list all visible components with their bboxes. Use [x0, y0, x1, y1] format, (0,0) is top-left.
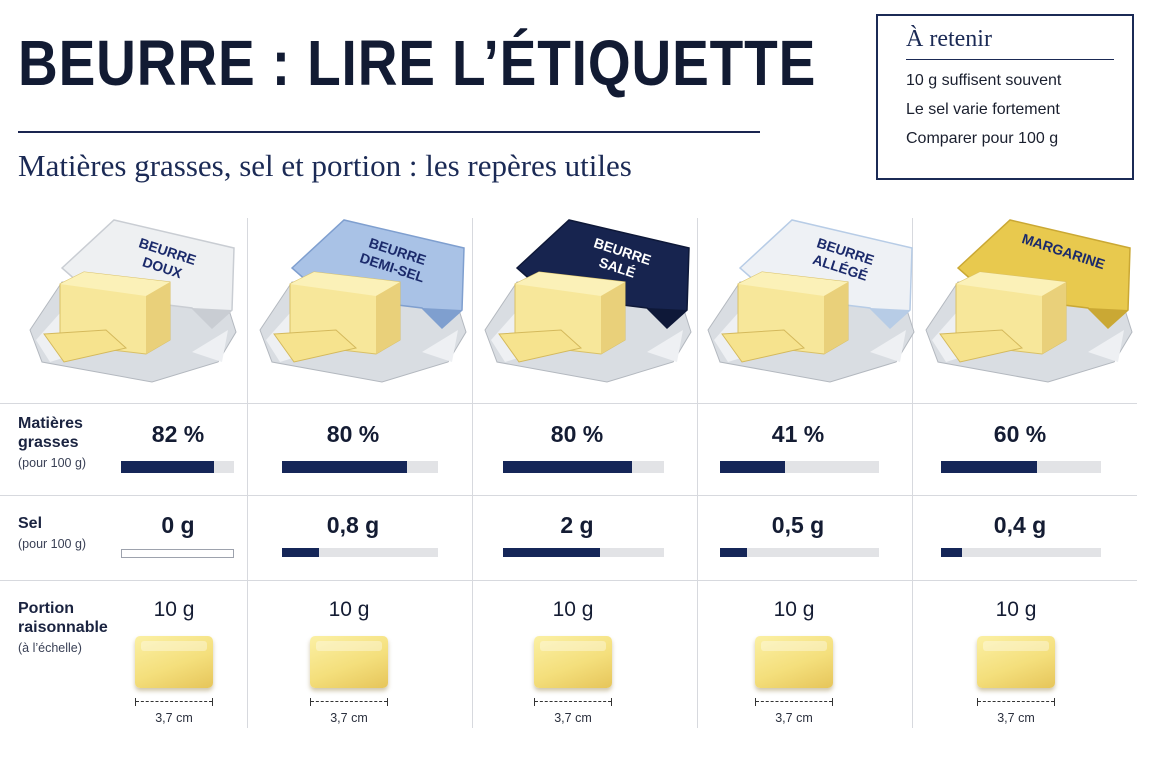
salt-bar — [503, 548, 664, 557]
fat-bar-fill — [720, 461, 785, 473]
portion-value: 10 g — [773, 598, 815, 621]
butter-portion-pat — [534, 636, 612, 688]
page-subtitle: Matières grasses, sel et portion : les r… — [18, 148, 632, 183]
salt-value: 0,8 g — [326, 512, 380, 538]
key-points-box: À retenir 10 g suffisent souvent Le sel … — [876, 14, 1134, 180]
salt-value: 0,5 g — [771, 512, 825, 538]
fat-bar — [121, 461, 234, 473]
column-divider — [697, 218, 698, 728]
foil-fold — [870, 330, 906, 362]
butter-block-top — [60, 272, 170, 296]
butter-package-beurre-demi-sel: BEURREDEMI-SEL — [259, 219, 467, 383]
portion-size-label: 3,7 cm — [554, 711, 592, 725]
key-point-item: Le sel varie fortement — [906, 101, 1060, 118]
portion-value: 10 g — [328, 598, 370, 621]
butter-block-side — [601, 282, 625, 354]
salt-value: 2 g — [560, 512, 594, 538]
row-divider — [0, 495, 1137, 496]
fat-bar — [720, 461, 879, 473]
wrapper-shadow — [870, 308, 910, 328]
butter-block-side — [824, 282, 848, 354]
foil-fold — [422, 330, 458, 362]
fat-value: 80 % — [326, 421, 380, 447]
butter-slice — [939, 329, 1024, 363]
butter-block-side — [376, 282, 400, 354]
row-label-portion: Portion raisonnable (à l’échelle) — [18, 600, 108, 655]
portion-size-label: 3,7 cm — [997, 711, 1035, 725]
butter-portion-pat — [977, 636, 1055, 688]
key-point-item: Comparer pour 100 g — [906, 130, 1059, 147]
butter-package-beurre-doux: BEURREDOUX — [29, 219, 237, 383]
wrapper-shadow — [647, 308, 687, 328]
fat-bar-fill — [282, 461, 407, 473]
butter-block-side — [1042, 282, 1066, 354]
foil-fold — [192, 330, 228, 362]
salt-bar-fill — [503, 548, 600, 557]
salt-value: 0,4 g — [993, 512, 1047, 538]
key-points-title: À retenir — [906, 26, 1114, 60]
salt-bar — [282, 548, 438, 557]
column-divider — [472, 218, 473, 728]
fat-value: 41 % — [771, 421, 825, 447]
fat-bar — [941, 461, 1101, 473]
page-title: BEURRE : LIRE L’ÉTIQUETTE — [18, 27, 817, 99]
foil-fold — [647, 330, 683, 362]
butter-block-top — [956, 272, 1066, 296]
key-points-list: 10 g suffisent souvent Le sel varie fort… — [906, 73, 1118, 147]
butter-block-top — [290, 272, 400, 296]
fat-value: 82 % — [151, 421, 205, 447]
butter-block-side — [146, 282, 170, 354]
butter-package-margarine: MARGARINE — [925, 219, 1133, 383]
salt-value: 0 g — [161, 512, 195, 538]
butter-portion-pat — [310, 636, 388, 688]
salt-bar — [941, 548, 1101, 557]
fat-bar-fill — [121, 461, 214, 473]
row-divider — [0, 403, 1137, 404]
fat-bar-fill — [941, 461, 1037, 473]
row-label-fat: Matières grasses (pour 100 g) — [18, 415, 87, 470]
dimension-line — [755, 698, 833, 706]
salt-bar-fill — [720, 548, 747, 557]
portion-size-label: 3,7 cm — [775, 711, 813, 725]
butter-package-beurre-sal: BEURRESALÉ — [484, 219, 692, 383]
dimension-line — [977, 698, 1055, 706]
salt-bar-fill — [941, 548, 962, 557]
salt-bar — [720, 548, 879, 557]
fat-bar — [282, 461, 438, 473]
salt-bar-fill — [282, 548, 319, 557]
title-underline — [18, 131, 760, 133]
portion-value: 10 g — [153, 598, 195, 621]
butter-portion-pat — [755, 636, 833, 688]
butter-portion-pat — [135, 636, 213, 688]
butter-block-top — [515, 272, 625, 296]
row-label-salt: Sel (pour 100 g) — [18, 515, 87, 551]
wrapper-shadow — [192, 308, 232, 328]
salt-bar — [121, 549, 234, 558]
dimension-line — [310, 698, 388, 706]
portion-size-label: 3,7 cm — [155, 711, 193, 725]
butter-block-top — [738, 272, 848, 296]
wrapper-shadow — [422, 308, 462, 328]
column-divider — [247, 218, 248, 728]
butter-slice — [721, 329, 806, 363]
portion-size-label: 3,7 cm — [330, 711, 368, 725]
portion-value: 10 g — [995, 598, 1037, 621]
portion-value: 10 g — [552, 598, 594, 621]
dimension-line — [534, 698, 612, 706]
dimension-line — [135, 698, 213, 706]
butter-package-beurre-all-g: BEURREALLÉGÉ — [707, 219, 915, 383]
wrapper-shadow — [1088, 308, 1128, 328]
foil-fold — [1088, 330, 1124, 362]
row-divider — [0, 580, 1137, 581]
butter-slice — [43, 329, 128, 363]
key-point-item: 10 g suffisent souvent — [906, 72, 1062, 89]
butter-slice — [498, 329, 583, 363]
fat-value: 80 % — [550, 421, 604, 447]
fat-bar — [503, 461, 664, 473]
fat-value: 60 % — [993, 421, 1047, 447]
fat-bar-fill — [503, 461, 632, 473]
butter-slice — [273, 329, 358, 363]
column-divider — [912, 218, 913, 728]
